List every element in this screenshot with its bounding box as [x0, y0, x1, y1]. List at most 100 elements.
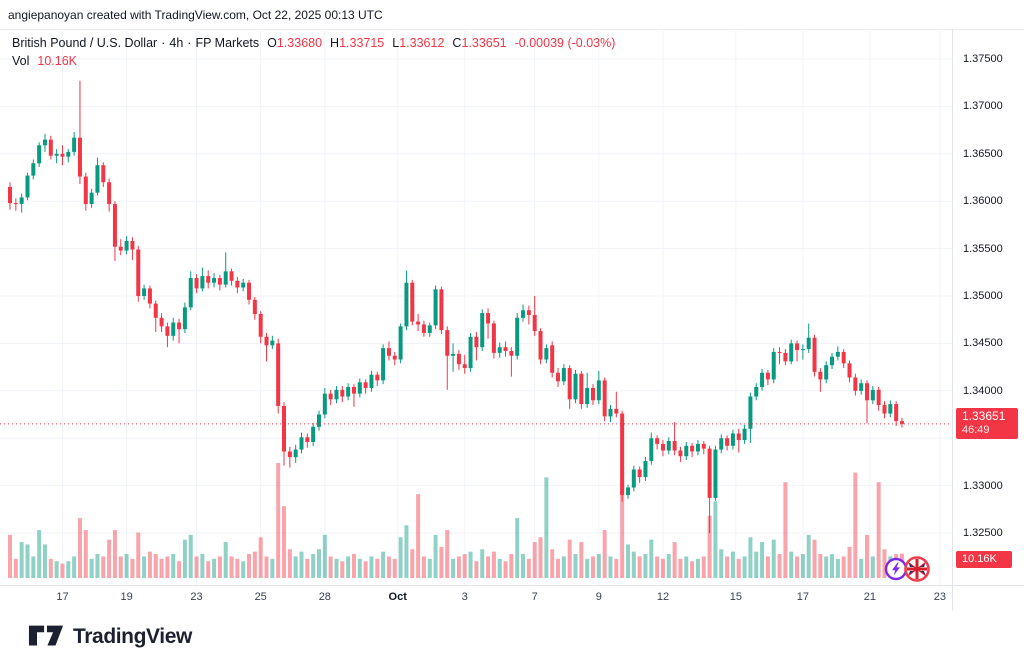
volume-bar: [591, 556, 595, 578]
volume-bar: [474, 561, 479, 578]
candle: [37, 145, 42, 164]
candle: [351, 387, 356, 394]
candle: [608, 408, 613, 417]
candle: [142, 288, 147, 296]
chart-pane[interactable]: British Pound / U.S. Dollar · 4h · FP Market…: [0, 29, 952, 585]
volume-bar: [165, 556, 170, 578]
volume-bar: [660, 558, 665, 578]
price-scale[interactable]: 1.33651 46:49 10.16K 1.37500 1.37000 1.365…: [952, 29, 1024, 585]
volume-bar: [357, 558, 362, 578]
candle: [410, 282, 415, 322]
volume-bar: [282, 506, 287, 578]
candle: [713, 449, 718, 498]
candle: [707, 448, 712, 498]
time-tick-label: 28: [318, 591, 331, 603]
candle: [66, 151, 71, 157]
volume-bar: [416, 494, 421, 578]
volume-bar: [795, 556, 800, 578]
candle: [13, 203, 18, 205]
candle: [806, 337, 811, 350]
volume-bar: [462, 554, 467, 578]
candle: [596, 380, 601, 401]
candle: [503, 347, 508, 351]
price-tick-label: 1.34500: [963, 337, 1003, 350]
candle: [439, 289, 444, 331]
volume-bar: [31, 556, 36, 578]
candle: [521, 310, 526, 318]
volume-bar: [421, 556, 426, 578]
volume-bar: [538, 537, 543, 578]
volume-bar: [585, 558, 590, 578]
candle: [177, 322, 182, 330]
candle: [124, 241, 129, 251]
uk-flag-event-icon[interactable]: [903, 555, 931, 583]
candle: [678, 450, 683, 457]
volume-bar: [89, 558, 94, 578]
candle: [830, 356, 835, 366]
volume-bar: [736, 558, 741, 578]
volume-bar: [101, 556, 106, 578]
candle: [841, 351, 846, 364]
volume-bar: [783, 482, 788, 578]
volume-bar: [194, 556, 199, 578]
candle: [264, 336, 269, 346]
tradingview-logo-text: TradingView: [73, 625, 192, 648]
interval-label[interactable]: 4h: [169, 36, 184, 50]
tradingview-logo-mark: [28, 625, 64, 646]
candle: [876, 389, 881, 406]
candle: [416, 321, 421, 325]
candle: [760, 372, 765, 388]
close-value: 1.33651: [461, 36, 507, 50]
candle: [655, 438, 660, 444]
candle: [538, 331, 543, 360]
candle: [252, 299, 257, 315]
tradingview-logo[interactable]: TradingView: [28, 623, 192, 651]
candle: [77, 137, 82, 177]
volume-bar: [771, 539, 776, 578]
candle: [888, 404, 893, 414]
candle: [95, 165, 100, 193]
volume-bar: [620, 482, 625, 578]
volume-bar: [806, 534, 811, 578]
volume-bar: [789, 551, 794, 578]
price-tick-label: 1.37000: [963, 100, 1003, 113]
volume-bar: [870, 556, 875, 578]
volume-bar: [77, 518, 82, 578]
candle: [346, 387, 351, 397]
volume-bar: [340, 561, 345, 578]
volume-bar: [515, 518, 520, 578]
candle: [316, 414, 321, 427]
volume-bar: [112, 530, 117, 578]
candlestick-chart-canvas[interactable]: [0, 29, 952, 585]
volume-bar: [678, 558, 683, 578]
volume-bar: [381, 551, 386, 578]
volume-bar: [130, 558, 135, 578]
candle: [544, 348, 549, 360]
candle: [719, 438, 724, 450]
volume-bar: [392, 558, 397, 578]
volume-bar: [497, 558, 502, 578]
candle: [147, 288, 152, 304]
candle: [182, 307, 187, 330]
candle: [899, 421, 904, 424]
volume-bar: [480, 549, 485, 578]
candle: [404, 282, 409, 327]
symbol-title[interactable]: British Pound / U.S. Dollar: [12, 36, 158, 50]
volume-bar: [573, 554, 578, 578]
volume-bar: [311, 554, 316, 578]
volume-bar: [556, 558, 561, 578]
volume-bar: [777, 554, 782, 578]
volume-bar: [521, 554, 526, 578]
candle: [742, 428, 747, 441]
candle: [591, 387, 595, 401]
candle: [701, 443, 706, 449]
candle: [526, 310, 531, 315]
time-tick-label: 9: [595, 591, 602, 603]
time-scale[interactable]: 17 19 23 25 28 Oct 3 7 9 12 15 17 21 23: [0, 585, 1024, 612]
volume-bar: [643, 554, 648, 578]
volume-bar: [491, 551, 496, 578]
volume-bar: [625, 544, 630, 578]
volume-bar: [13, 558, 18, 578]
candle: [486, 313, 491, 324]
volume-bar: [270, 558, 275, 578]
